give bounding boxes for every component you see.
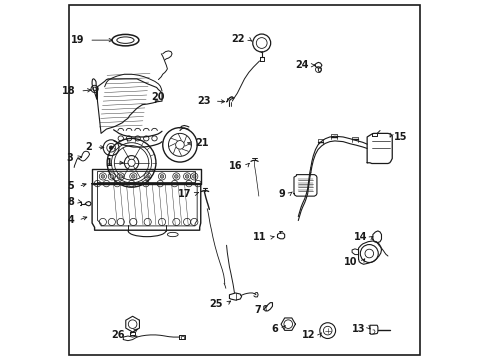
Text: 8: 8 [67,197,74,207]
Text: 12: 12 [302,330,315,340]
Text: 21: 21 [195,139,208,148]
Text: 13: 13 [351,324,365,334]
Circle shape [101,175,104,178]
Circle shape [160,175,163,178]
Text: 20: 20 [151,92,164,102]
Text: 1: 1 [105,158,112,168]
Circle shape [185,175,188,178]
Text: 3: 3 [66,153,73,163]
Text: 19: 19 [71,35,85,45]
Text: 18: 18 [62,86,76,96]
Text: 16: 16 [229,161,242,171]
Text: 23: 23 [197,96,210,106]
Circle shape [119,175,122,178]
Text: 17: 17 [178,189,191,199]
Circle shape [131,175,135,178]
Text: 15: 15 [394,132,407,142]
Text: 25: 25 [208,299,222,309]
Circle shape [109,146,113,149]
Text: 4: 4 [67,215,74,225]
Circle shape [174,175,178,178]
Circle shape [110,175,113,178]
Text: 26: 26 [111,330,124,340]
Circle shape [192,175,196,178]
Circle shape [145,175,149,178]
Text: 9: 9 [279,189,285,199]
Text: 11: 11 [253,232,266,242]
Text: 6: 6 [271,324,278,334]
Text: 24: 24 [294,60,308,70]
Text: 7: 7 [253,305,260,315]
Text: 10: 10 [343,257,357,267]
Text: 22: 22 [231,35,244,44]
Text: 14: 14 [353,232,366,242]
Text: 5: 5 [67,181,74,192]
Text: 2: 2 [85,142,92,152]
